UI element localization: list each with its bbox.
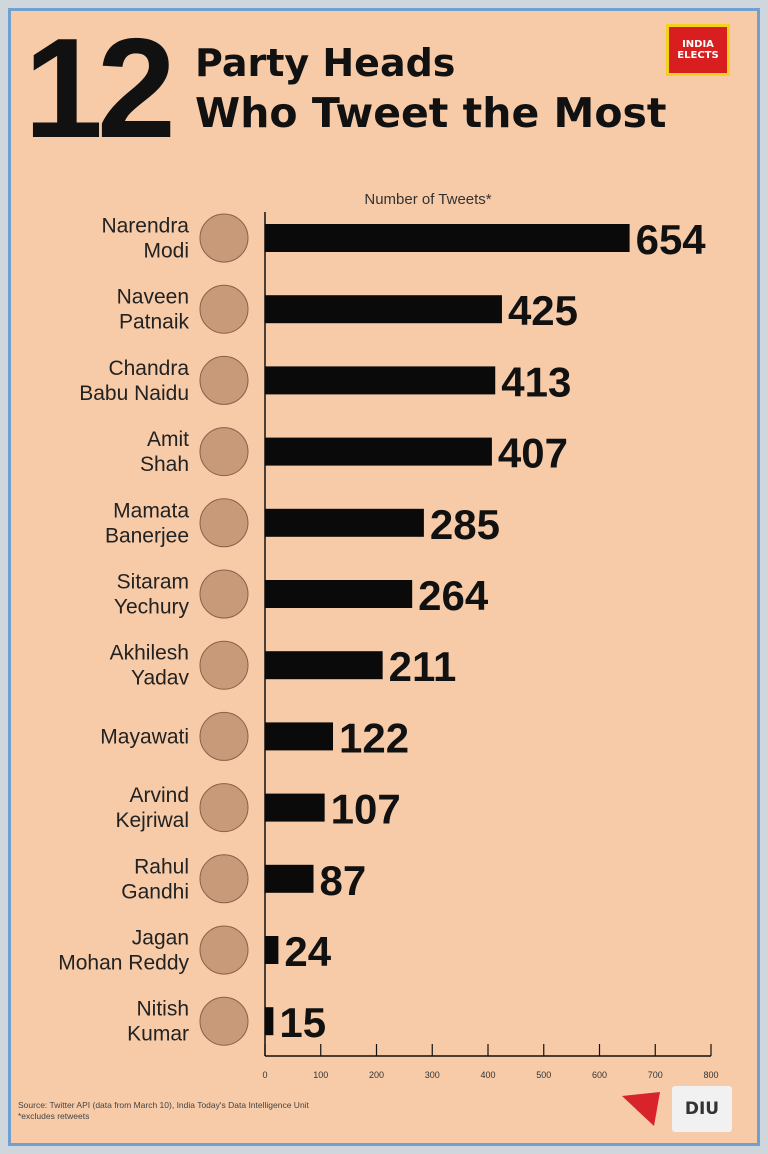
bar: [265, 651, 383, 680]
bar: [265, 936, 279, 964]
india-elects-logo: INDIA ELECTS: [666, 24, 730, 76]
bar: [265, 580, 413, 608]
data-label: 407: [498, 430, 568, 477]
portrait-icon: [199, 783, 249, 833]
category-label: Amit: [147, 428, 189, 451]
data-label: 15: [279, 999, 326, 1046]
category-label: Banerjee: [105, 524, 189, 547]
category-label: Mayawati: [100, 725, 189, 748]
data-label: 24: [284, 928, 331, 975]
category-label: Arvind: [129, 784, 189, 807]
infographic-frame: [8, 8, 760, 1146]
portrait-icon: [199, 640, 249, 690]
x-tick-label: 200: [369, 1070, 384, 1080]
category-label: Akhilesh: [110, 642, 189, 665]
portrait-icon: [199, 284, 249, 334]
portrait-icon: [199, 569, 249, 619]
portrait-icon: [199, 355, 249, 405]
category-label: Patnaik: [119, 311, 190, 334]
portrait-icon: [199, 213, 249, 263]
category-label: Sitaram: [117, 571, 189, 594]
headline-number: 12: [24, 9, 176, 168]
bar: [265, 295, 502, 324]
bar: [265, 366, 496, 395]
data-label: 285: [430, 501, 500, 548]
x-tick-label: 400: [480, 1070, 495, 1080]
bar: [265, 864, 314, 893]
portrait-icon: [199, 711, 249, 761]
title-line-2: Who Tweet the Most: [195, 88, 667, 137]
bar: [265, 437, 492, 466]
category-label: Chandra: [108, 357, 189, 380]
category-label: Naveen: [117, 286, 189, 309]
portrait-icon: [199, 498, 249, 548]
category-label: Kumar: [127, 1023, 189, 1046]
title-line-1: Party Heads: [195, 41, 456, 85]
x-tick-label: 100: [313, 1070, 328, 1080]
category-label: Yechury: [114, 596, 190, 619]
portrait-icon: [199, 854, 249, 904]
category-label: Narendra: [101, 215, 189, 238]
x-tick-label: 800: [703, 1070, 718, 1080]
x-tick-label: 600: [592, 1070, 607, 1080]
portrait-icon: [199, 996, 249, 1046]
category-label: Mohan Reddy: [58, 952, 189, 975]
category-label: Kejriwal: [115, 809, 189, 832]
source-text: Source: Twitter API (data from March 10)…: [18, 1100, 309, 1110]
x-tick-label: 500: [536, 1070, 551, 1080]
bar: [265, 508, 424, 537]
bar: [265, 1007, 274, 1036]
bar: [265, 722, 334, 751]
category-label: Yadav: [131, 667, 189, 690]
diu-logo: DIU: [672, 1086, 732, 1132]
category-label: Gandhi: [121, 880, 189, 903]
x-tick-label: 700: [648, 1070, 663, 1080]
footnote-text: *excludes retweets: [18, 1111, 90, 1121]
india-today-group-logo: [622, 1092, 660, 1126]
category-label: Babu Naidu: [79, 382, 189, 405]
bar: [265, 224, 630, 252]
portrait-icon: [199, 925, 249, 975]
source-note: Source: Twitter API (data from March 10)…: [18, 1100, 309, 1122]
data-label: 122: [339, 714, 409, 761]
category-label: Shah: [140, 453, 189, 476]
data-label: 425: [508, 287, 578, 334]
category-label: Rahul: [134, 855, 189, 878]
data-label: 107: [331, 786, 401, 833]
category-label: Jagan: [132, 927, 189, 950]
data-label: 87: [320, 857, 367, 904]
logo-text-1: INDIA: [682, 39, 714, 50]
data-label: 413: [501, 358, 571, 405]
portrait-icon: [199, 427, 249, 477]
data-label: 264: [418, 572, 489, 619]
data-label: 654: [636, 216, 707, 263]
category-label: Mamata: [113, 499, 189, 522]
category-label: Nitish: [136, 998, 189, 1021]
x-tick-label: 300: [425, 1070, 440, 1080]
x-tick-label: 0: [262, 1070, 267, 1080]
data-label: 211: [389, 643, 457, 690]
bar: [265, 793, 325, 822]
category-label: Modi: [143, 240, 189, 263]
page-title: Party Heads Who Tweet the Most: [195, 40, 667, 139]
axis-title: Number of Tweets*: [364, 191, 491, 208]
logo-text-2: ELECTS: [677, 50, 719, 61]
